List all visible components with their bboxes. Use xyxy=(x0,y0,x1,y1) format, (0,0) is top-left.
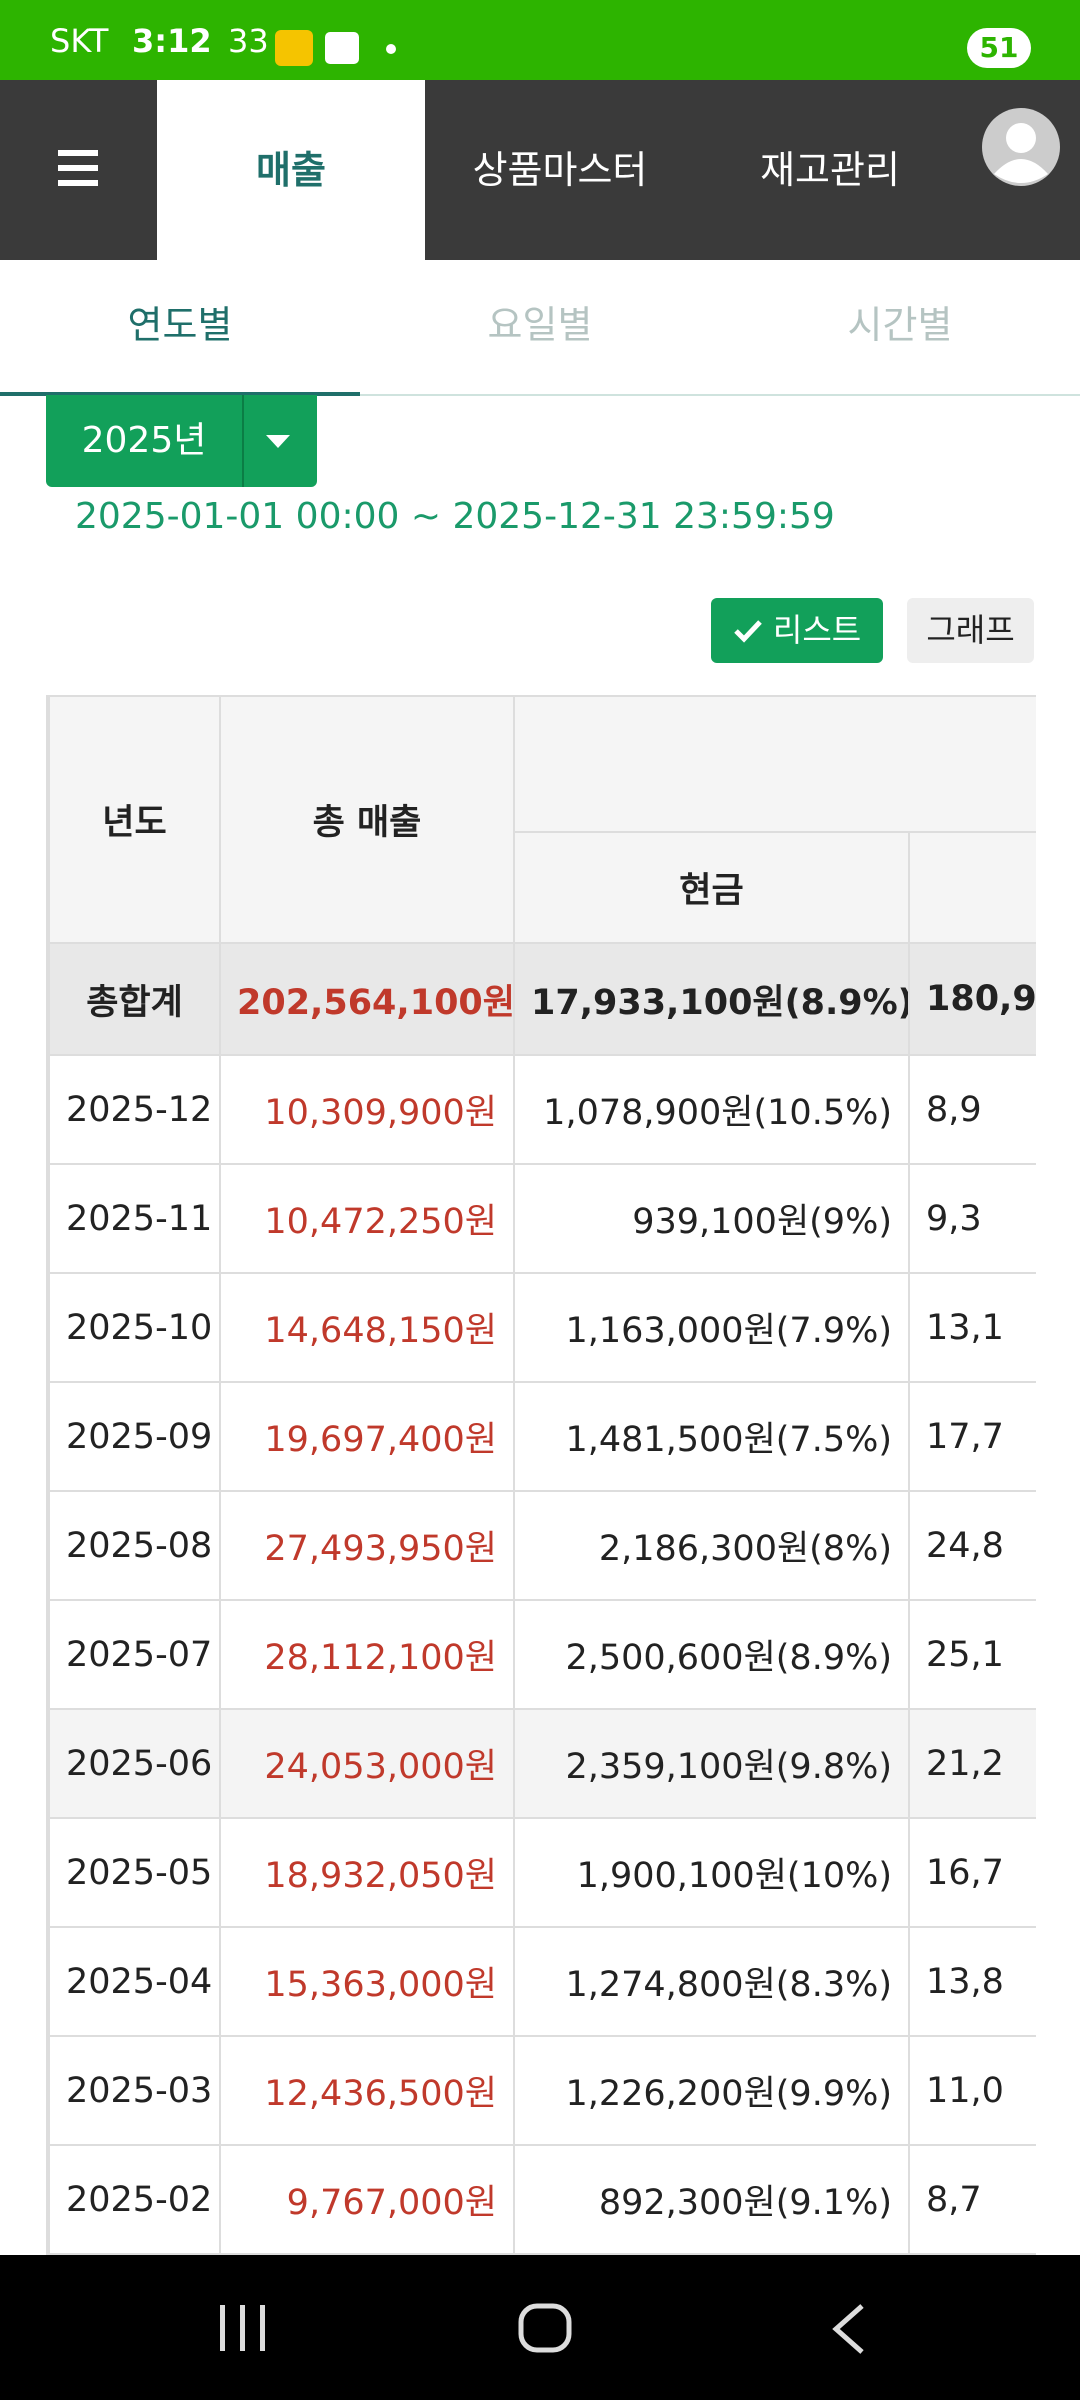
table-cell: 15,363,000원 xyxy=(219,1926,515,2037)
table-cell: 1,274,800원(8.3%) xyxy=(513,1926,910,2037)
table-cell: 180,97 xyxy=(908,942,1036,1056)
table-cell: 1,226,200원(9.9%) xyxy=(513,2035,910,2146)
table-cell: 2025-09 xyxy=(48,1381,221,1492)
table-cell: 12,436,500원 xyxy=(219,2035,515,2146)
header-cell xyxy=(908,831,1036,944)
table-cell: 2025-11 xyxy=(48,1163,221,1274)
sub-tab[interactable]: 요일별 xyxy=(487,303,593,347)
table-cell: 8,9 xyxy=(908,1054,1036,1165)
table-row: 2025-09 19,697,400원 1,481,500원(7.5%) 17,7 xyxy=(48,1381,1036,1492)
table-cell: 13,1 xyxy=(908,1272,1036,1383)
table-cell: 2025-03 xyxy=(48,2035,221,2146)
table-cell: 24,053,000원 xyxy=(219,1708,515,1819)
system-nav xyxy=(0,2255,1080,2400)
table-cell: 총합계 xyxy=(48,942,221,1056)
check-icon xyxy=(733,620,762,643)
table-cell: 14,648,150원 xyxy=(219,1272,515,1383)
caret xyxy=(266,435,290,448)
table-cell: 2025-04 xyxy=(48,1926,221,2037)
table-row: 2025-08 27,493,950원 2,186,300원(8%) 24,8 xyxy=(48,1490,1036,1601)
button-label: 리스트 xyxy=(772,611,862,649)
table-cell: 11,0 xyxy=(908,2035,1036,2146)
table-row: 2025-06 24,053,000원 2,359,100원(9.8%) 21,2 xyxy=(48,1708,1036,1819)
table-cell: 13,8 xyxy=(908,1926,1036,2037)
table-cell: 21,2 xyxy=(908,1708,1036,1819)
table-cell: 939,100원(9%) xyxy=(513,1163,910,1274)
sub-tab[interactable]: 연도별 xyxy=(0,260,360,396)
table-row: 2025-11 10,472,250원 939,100원(9%) 9,3 xyxy=(48,1163,1036,1274)
date-range: 2025-01-01 00:00 ~ 2025-12-31 23:59:59 xyxy=(75,496,835,537)
header-cell: 총 매출 xyxy=(219,695,515,944)
nav-tab[interactable]: 재고관리 xyxy=(760,148,900,192)
year-value: 2025년 xyxy=(46,395,244,487)
table-cell: 2025-12 xyxy=(48,1054,221,1165)
table-cell: 9,3 xyxy=(908,1163,1036,1274)
table-cell: 2025-08 xyxy=(48,1490,221,1601)
table-cell: 1,163,000원(7.9%) xyxy=(513,1272,910,1383)
table-row: 2025-12 10,309,900원 1,078,900원(10.5%) 8,9 xyxy=(48,1054,1036,1165)
table-cell: 24,8 xyxy=(908,1490,1036,1601)
table-cell: 202,564,100원 xyxy=(219,942,515,1056)
home-button[interactable] xyxy=(518,2303,572,2353)
list-button[interactable]: 리스트 xyxy=(711,598,883,663)
table-cell: 19,697,400원 xyxy=(219,1381,515,1492)
battery: 51 xyxy=(967,28,1031,68)
table-row: 2025-02 9,767,000원 892,300원(9.1%) 8,7 xyxy=(48,2144,1036,2255)
clock: 3:12 xyxy=(132,22,212,60)
table-cell: 9,767,000원 xyxy=(219,2144,515,2255)
graph-button[interactable]: 그래프 xyxy=(907,598,1034,663)
app-icon xyxy=(325,32,359,64)
table-cell: 2025-07 xyxy=(48,1599,221,1710)
table-cell: 17,7 xyxy=(908,1381,1036,1492)
status-bar: SKT 3:12 33 51 xyxy=(0,0,1080,80)
table-cell: 25,1 xyxy=(908,1599,1036,1710)
table-row: 2025-05 18,932,050원 1,900,100원(10%) 16,7 xyxy=(48,1817,1036,1928)
table-row: 2025-03 12,436,500원 1,226,200원(9.9%) 11,0 xyxy=(48,2035,1036,2146)
table-cell: 28,112,100원 xyxy=(219,1599,515,1710)
carrier: SKT xyxy=(50,22,109,60)
table-cell: 2025-10 xyxy=(48,1272,221,1383)
nav-tab[interactable]: 상품마스터 xyxy=(472,148,648,192)
table-cell: 2025-06 xyxy=(48,1708,221,1819)
table-body: 총합계202,564,100원17,933,100원(8.9%)180,9720… xyxy=(48,942,1036,2255)
table-row: 2025-10 14,648,150원 1,163,000원(7.9%) 13,1 xyxy=(48,1272,1036,1383)
table-cell: 1,900,100원(10%) xyxy=(513,1817,910,1928)
sales-table: 년도 총 매출 현금 총합계 202,564,100원 17,933,100원(8.… xyxy=(48,695,1036,2255)
table-cell: 1,078,900원(10.5%) xyxy=(513,1054,910,1165)
year-select[interactable]: 2025년 xyxy=(46,395,317,487)
sub-tab[interactable]: 시간별 xyxy=(847,303,953,347)
header-cell: 현금 xyxy=(513,831,910,944)
temperature: 33 xyxy=(228,22,269,60)
table-cell: 2025-05 xyxy=(48,1817,221,1928)
table-cell: 2025-02 xyxy=(48,2144,221,2255)
nav-tab[interactable]: 매출 xyxy=(157,80,425,260)
table-cell: 10,309,900원 xyxy=(219,1054,515,1165)
table-cell: 10,472,250원 xyxy=(219,1163,515,1274)
table-cell: 17,933,100원(8.9%) xyxy=(513,942,910,1056)
top-nav: 매출 상품마스터 재고관리 xyxy=(0,80,1080,260)
header-cell: 년도 xyxy=(48,695,221,944)
avatar[interactable] xyxy=(982,108,1060,186)
back-button[interactable] xyxy=(830,2303,866,2355)
menu-icon[interactable] xyxy=(58,150,98,186)
table-cell: 16,7 xyxy=(908,1817,1036,1928)
table-cell: 892,300원(9.1%) xyxy=(513,2144,910,2255)
table-cell: 2,500,600원(8.9%) xyxy=(513,1599,910,1710)
table-cell: 18,932,050원 xyxy=(219,1817,515,1928)
table-row: 2025-07 28,112,100원 2,500,600원(8.9%) 25,1 xyxy=(48,1599,1036,1710)
app-icon xyxy=(275,30,313,66)
table-wrap: 년도 총 매출 현금 총합계 202,564,100원 17,933,100원(8.… xyxy=(46,695,1036,2255)
recent-button[interactable] xyxy=(218,2305,268,2351)
sub-tabs: 연도별 요일별 시간별 xyxy=(0,260,1080,396)
table-cell: 27,493,950원 xyxy=(219,1490,515,1601)
dot xyxy=(386,44,396,54)
table-cell: 2,186,300원(8%) xyxy=(513,1490,910,1601)
table-row: 2025-04 15,363,000원 1,274,800원(8.3%) 13,8 xyxy=(48,1926,1036,2037)
table-cell: 1,481,500원(7.5%) xyxy=(513,1381,910,1492)
header-cell xyxy=(513,695,1036,833)
table-cell: 8,7 xyxy=(908,2144,1036,2255)
table-cell: 2,359,100원(9.8%) xyxy=(513,1708,910,1819)
